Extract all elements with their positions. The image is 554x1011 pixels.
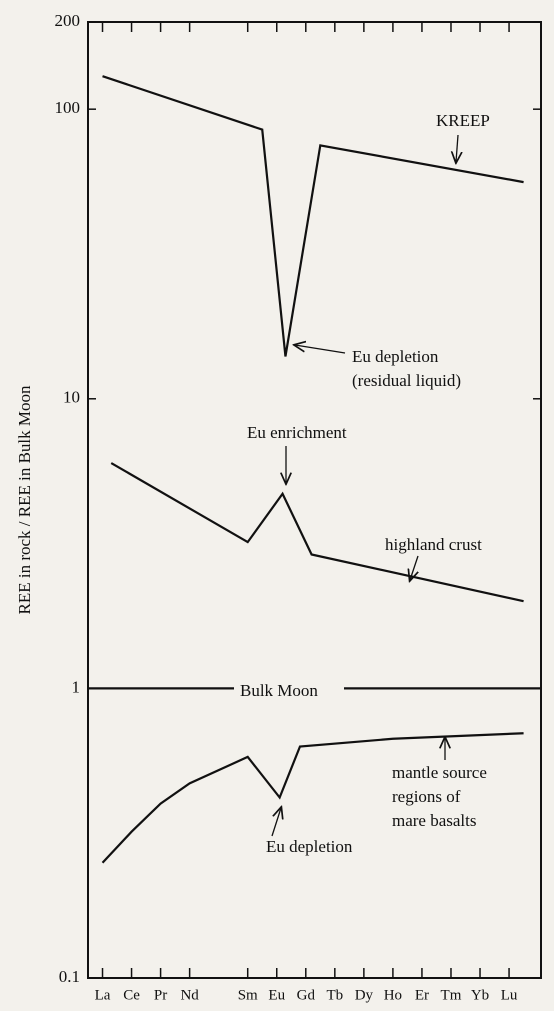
annotation: Bulk Moon <box>240 681 318 700</box>
annotation-arrow <box>271 808 281 837</box>
series-line <box>101 732 524 864</box>
annotation-arrow <box>456 134 458 162</box>
x-tick-label: Dy <box>355 987 374 1003</box>
y-tick-label: 10 <box>63 388 80 407</box>
annotation: Eu enrichment <box>247 423 347 442</box>
x-tick-label: Ho <box>384 987 402 1003</box>
plot-frame <box>87 21 542 979</box>
x-tick-label: Pr <box>154 987 167 1003</box>
annotation-arrow <box>295 345 346 354</box>
annotation: Eu depletion <box>266 837 353 856</box>
x-tick-label: Eu <box>268 987 285 1003</box>
annotation: (residual liquid) <box>352 371 461 390</box>
x-tick-label: Nd <box>180 987 199 1003</box>
x-tick-label: La <box>95 987 111 1003</box>
series-line <box>102 75 524 357</box>
y-tick-label: 1 <box>72 677 81 696</box>
x-tick-label: Ce <box>123 987 140 1003</box>
x-tick-label: Gd <box>297 987 316 1003</box>
annotation: Eu depletion <box>352 347 439 366</box>
annotation: highland crust <box>385 535 482 554</box>
annotation: regions of <box>392 787 461 806</box>
label-background <box>234 680 344 704</box>
x-tick-label: Sm <box>238 987 258 1003</box>
y-axis-label: REE in rock / REE in Bulk Moon <box>15 385 34 615</box>
series-line <box>110 462 524 603</box>
y-tick-label: 200 <box>55 11 81 30</box>
x-tick-label: Tb <box>326 987 343 1003</box>
annotation: KREEP <box>436 111 490 130</box>
annotation: mare basalts <box>392 811 477 830</box>
annotation: mantle source <box>392 763 487 782</box>
x-tick-label: Tm <box>441 987 462 1003</box>
y-tick-label: 0.1 <box>59 967 80 986</box>
y-tick-label: 100 <box>55 98 81 117</box>
x-tick-label: Yb <box>471 987 489 1003</box>
x-tick-label: Lu <box>501 987 518 1003</box>
annotation-arrow <box>410 555 418 580</box>
x-tick-label: Er <box>415 987 429 1003</box>
